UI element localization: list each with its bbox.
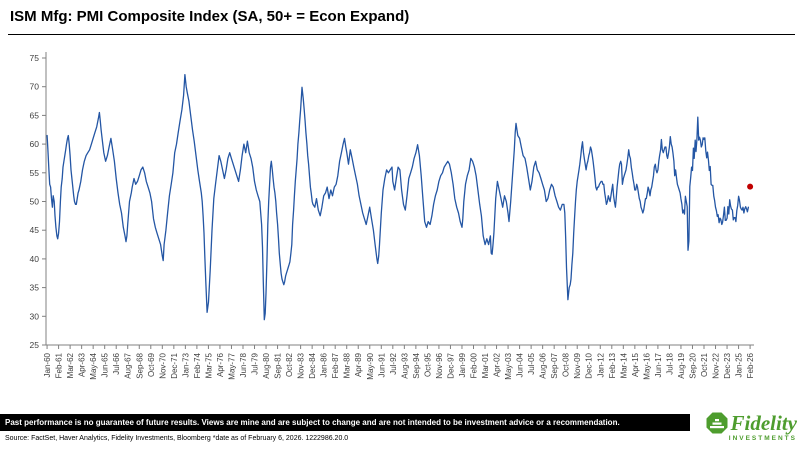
x-tick-label: Feb-26 xyxy=(746,352,755,378)
source-line: Source: FactSet, Haver Analytics, Fideli… xyxy=(5,435,349,442)
y-tick-label: 25 xyxy=(30,340,40,350)
fidelity-pyramid-icon xyxy=(706,412,727,434)
y-tick-label: 60 xyxy=(30,139,40,149)
title-divider xyxy=(8,34,795,35)
x-tick-label: Mar-62 xyxy=(66,352,75,378)
x-tick-label: Mar-75 xyxy=(204,352,213,378)
x-tick-label: Dec-97 xyxy=(446,352,455,378)
x-tick-label: Jun-91 xyxy=(377,352,386,377)
y-tick-label: 55 xyxy=(30,168,40,178)
x-tick-label: Mar-88 xyxy=(343,352,352,378)
x-tick-label: Nov-22 xyxy=(712,352,721,378)
x-tick-label: Jun-78 xyxy=(239,352,248,377)
x-tick-label: Mar-14 xyxy=(619,352,628,378)
x-tick-label: Jan-12 xyxy=(596,352,605,377)
y-tick-label: 50 xyxy=(30,197,40,207)
y-tick-label: 35 xyxy=(30,283,40,293)
y-tick-label: 40 xyxy=(30,254,40,264)
x-tick-label: Feb-13 xyxy=(608,352,617,378)
x-tick-label: Sep-81 xyxy=(274,352,283,378)
x-tick-label: Sep-20 xyxy=(688,352,697,378)
x-tick-label: Oct-08 xyxy=(562,352,571,377)
x-tick-label: Apr-63 xyxy=(78,352,87,377)
x-tick-label: Jul-92 xyxy=(389,352,398,374)
x-tick-label: Jan-25 xyxy=(735,352,744,377)
x-tick-label: Jun-17 xyxy=(654,352,663,377)
x-tick-label: Feb-87 xyxy=(331,352,340,378)
x-tick-label: Dec-23 xyxy=(723,352,732,378)
x-tick-label: Jun-65 xyxy=(101,352,110,377)
x-tick-label: Nov-70 xyxy=(158,352,167,378)
x-tick-label: Nov-09 xyxy=(573,352,582,378)
x-tick-label: Aug-93 xyxy=(400,352,409,378)
x-tick-label: Jul-18 xyxy=(665,352,674,374)
disclaimer-bar: Past performance is no guarantee of futu… xyxy=(0,414,690,431)
x-tick-label: Apr-76 xyxy=(216,352,225,377)
y-tick-label: 70 xyxy=(30,82,40,92)
x-tick-label: May-90 xyxy=(366,352,375,379)
x-tick-label: Sep-07 xyxy=(550,352,559,378)
fidelity-investments-text: INVESTMENTS xyxy=(728,435,797,442)
x-tick-label: Jan-99 xyxy=(458,352,467,377)
x-tick-label: Feb-74 xyxy=(193,352,202,378)
x-tick-label: Oct-95 xyxy=(423,352,432,377)
x-tick-label: Apr-89 xyxy=(354,352,363,377)
x-tick-label: Oct-82 xyxy=(285,352,294,377)
x-tick-label: Jul-05 xyxy=(527,352,536,374)
x-tick-label: Aug-67 xyxy=(124,352,133,378)
x-tick-label: Apr-02 xyxy=(493,352,502,377)
x-tick-label: May-64 xyxy=(89,352,98,379)
x-tick-label: Aug-80 xyxy=(262,352,271,378)
pmi-series-line xyxy=(46,73,750,321)
y-tick-label: 45 xyxy=(30,225,40,235)
x-tick-label: Jun-04 xyxy=(516,352,525,377)
x-tick-label: Dec-10 xyxy=(585,352,594,378)
y-tick-label: 65 xyxy=(30,110,40,120)
x-tick-label: Dec-71 xyxy=(170,352,179,378)
x-tick-label: Oct-69 xyxy=(147,352,156,377)
x-tick-label: Aug-19 xyxy=(677,352,686,378)
x-tick-label: Sep-94 xyxy=(412,352,421,378)
x-tick-label: Jan-86 xyxy=(320,352,329,377)
x-tick-label: Dec-84 xyxy=(308,352,317,378)
x-tick-label: Nov-83 xyxy=(297,352,306,378)
page-title: ISM Mfg: PMI Composite Index (SA, 50+ = … xyxy=(10,8,410,25)
x-tick-label: Apr-15 xyxy=(631,352,640,377)
fidelity-logo: Fidelity INVESTMENTS xyxy=(681,412,797,442)
pmi-line-chart: 25 30 35 40 45 50 55 60 65 70 75 Jan-60 Feb-61 Mar-62… xyxy=(30,52,755,380)
fidelity-brand-text: Fidelity xyxy=(730,410,798,435)
y-tick-label: 75 xyxy=(30,53,40,63)
x-tick-label: May-77 xyxy=(227,352,236,379)
x-tick-label: Aug-06 xyxy=(539,352,548,378)
x-tick-label: Nov-96 xyxy=(435,352,444,378)
x-tick-label: Jul-79 xyxy=(251,352,260,374)
latest-point-marker xyxy=(747,183,754,190)
x-tick-label: Feb-61 xyxy=(55,352,64,378)
x-tick-label: Jul-66 xyxy=(112,352,121,374)
x-tick-label: Feb-00 xyxy=(469,352,478,378)
x-tick-label: May-03 xyxy=(504,352,513,379)
y-tick-label: 30 xyxy=(30,311,40,321)
x-tick-label: Jan-73 xyxy=(181,352,190,377)
disclaimer-text: Past performance is no guarantee of futu… xyxy=(5,418,620,427)
x-tick-label: Jan-60 xyxy=(43,352,52,377)
x-tick-label: Sep-68 xyxy=(135,352,144,378)
x-tick-label: Oct-21 xyxy=(700,352,709,377)
x-tick-label: Mar-01 xyxy=(481,352,490,378)
x-tick-label: May-16 xyxy=(642,352,651,379)
